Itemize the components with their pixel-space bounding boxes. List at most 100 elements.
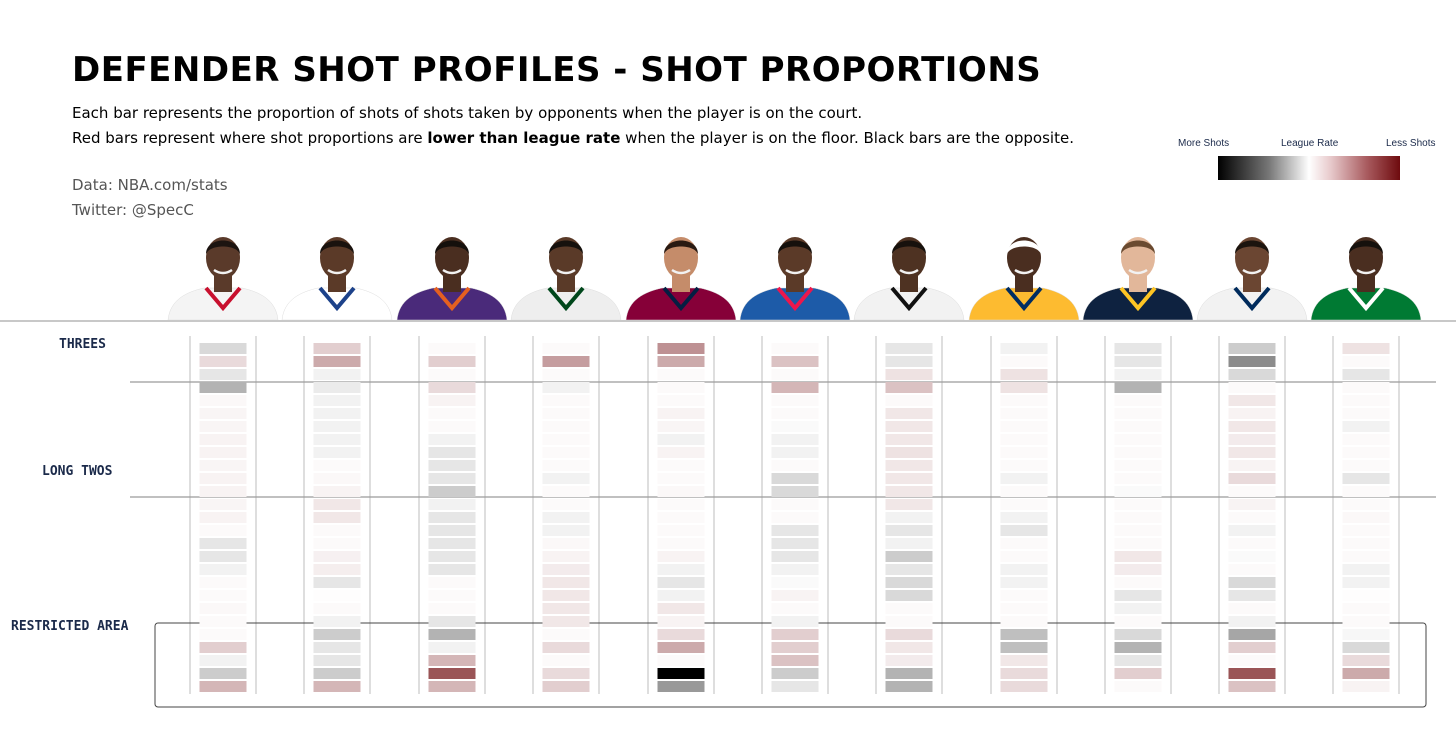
zone-bar (1114, 551, 1162, 562)
zone-bar (313, 655, 361, 666)
zone-bar (313, 564, 361, 575)
zone-bar (1114, 447, 1162, 458)
zone-bar (657, 447, 705, 458)
zone-bar (199, 395, 247, 406)
player-headshot (965, 228, 1083, 320)
zone-bar (542, 408, 590, 419)
zone-bar (885, 460, 933, 471)
zone-bar (885, 655, 933, 666)
zone-bar (428, 408, 476, 419)
zone-bar (1228, 343, 1276, 354)
zone-bar (771, 629, 819, 640)
zone-bar (771, 590, 819, 601)
zone-bar (199, 538, 247, 549)
zone-bar (542, 447, 590, 458)
zone-bar (428, 590, 476, 601)
zone-bar (428, 369, 476, 380)
zone-bar (1000, 486, 1048, 497)
zone-bar (771, 369, 819, 380)
zone-bar (199, 525, 247, 536)
zone-bar (1000, 382, 1048, 393)
zone-bar (1342, 343, 1390, 354)
zone-bar (313, 577, 361, 588)
zone-bar (199, 681, 247, 692)
zone-bar (428, 486, 476, 497)
zone-bar (1114, 356, 1162, 367)
zone-bar (885, 382, 933, 393)
zone-bar (1114, 473, 1162, 484)
zone-bar (771, 525, 819, 536)
zone-bar (1114, 343, 1162, 354)
zone-bar (428, 356, 476, 367)
zone-bar (1000, 369, 1048, 380)
zone-bar (771, 616, 819, 627)
zone-bar (885, 603, 933, 614)
player-headshot (164, 228, 282, 320)
zone-bar (1000, 512, 1048, 523)
zone-bar (199, 499, 247, 510)
zone-bar (1228, 499, 1276, 510)
subtitle-line-2: Red bars represent where shot proportion… (72, 129, 1074, 147)
zone-bar (1228, 603, 1276, 614)
zone-bar (1114, 512, 1162, 523)
zone-bar (428, 395, 476, 406)
zone-bar (1228, 382, 1276, 393)
zone-bar (1228, 434, 1276, 445)
player-headshot (507, 228, 625, 320)
zone-bar (542, 525, 590, 536)
zone-bar (657, 512, 705, 523)
zone-bar (771, 356, 819, 367)
zone-bar (885, 447, 933, 458)
zone-bar (1342, 486, 1390, 497)
row-label-threes: THREES (59, 337, 106, 352)
zone-bar (771, 655, 819, 666)
zone-bar (885, 343, 933, 354)
zone-bar (1000, 460, 1048, 471)
zone-bar (1000, 590, 1048, 601)
zone-bar (771, 564, 819, 575)
zone-bar (313, 343, 361, 354)
legend-gradient-bar (1218, 156, 1400, 180)
zone-bar (428, 525, 476, 536)
zone-bar (885, 629, 933, 640)
subtitle-line-2-start: Red bars represent where shot proportion… (72, 129, 428, 147)
zone-bar (885, 473, 933, 484)
zone-bar (428, 343, 476, 354)
zone-bar (1228, 642, 1276, 653)
zone-bar (885, 551, 933, 562)
zone-bar (313, 668, 361, 679)
zone-bar (428, 473, 476, 484)
zone-bar (657, 434, 705, 445)
zone-bar (1228, 538, 1276, 549)
zone-bar (885, 525, 933, 536)
zone-bar (885, 564, 933, 575)
zone-bar (1114, 421, 1162, 432)
zone-bar (657, 525, 705, 536)
zone-bar (771, 486, 819, 497)
zone-bar (1342, 369, 1390, 380)
zone-bar (313, 421, 361, 432)
zone-bar (199, 473, 247, 484)
zone-bar (542, 551, 590, 562)
zone-bar (313, 369, 361, 380)
zone-bar (199, 590, 247, 601)
zone-bar (1228, 356, 1276, 367)
player-headshot (850, 228, 968, 320)
zone-bar (771, 434, 819, 445)
zone-bar (657, 603, 705, 614)
zone-bar (199, 486, 247, 497)
zone-bar (1000, 447, 1048, 458)
zone-bar (428, 577, 476, 588)
zone-bar (1114, 525, 1162, 536)
zone-bar (313, 447, 361, 458)
zone-bar (1342, 473, 1390, 484)
zone-bar (771, 642, 819, 653)
zone-bar (313, 681, 361, 692)
zone-bar (1114, 590, 1162, 601)
zone-bar (1228, 655, 1276, 666)
zone-bar (542, 590, 590, 601)
zone-bar (199, 356, 247, 367)
zone-bar (199, 408, 247, 419)
zone-bar (1114, 395, 1162, 406)
zone-bar (771, 681, 819, 692)
